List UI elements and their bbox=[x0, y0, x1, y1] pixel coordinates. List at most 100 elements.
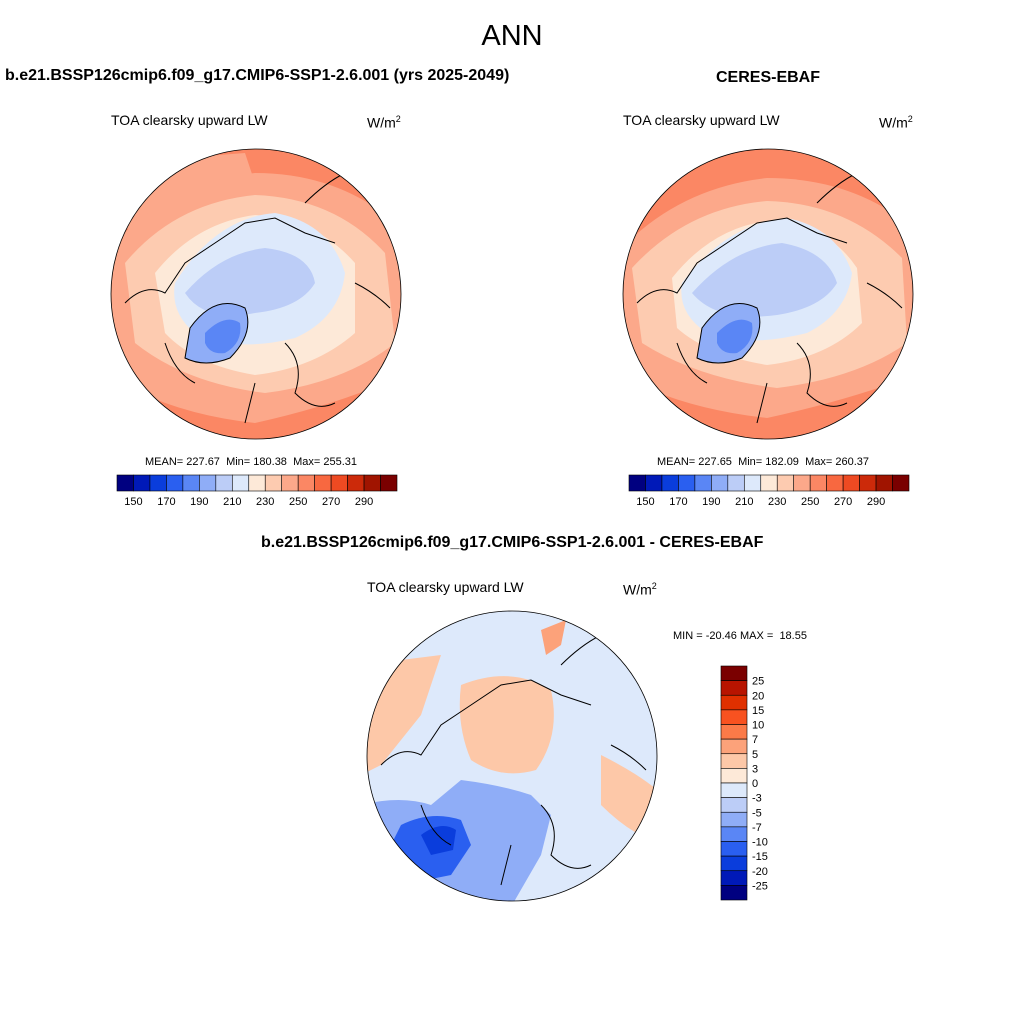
diff-colorbar-swatch bbox=[720, 738, 748, 755]
model-colorbar-swatch bbox=[248, 474, 266, 492]
diff-colorbar-tick: -5 bbox=[752, 807, 762, 819]
obs-colorbar-tick: 250 bbox=[801, 496, 819, 508]
obs-colorbar-tick: 150 bbox=[636, 496, 654, 508]
diff-colorbar-tick: 20 bbox=[752, 690, 764, 702]
model-units-label: W/m2 bbox=[367, 114, 401, 131]
diff-colorbar-swatch bbox=[720, 826, 748, 842]
diff-colorbar-tick: 7 bbox=[752, 734, 758, 746]
obs-colorbar-swatch bbox=[826, 474, 844, 492]
model-panel-title: b.e21.BSSP126cmip6.f09_g17.CMIP6-SSP1-2.… bbox=[5, 67, 510, 84]
model-colorbar-swatch bbox=[199, 474, 217, 492]
diff-colorbar-tick: 10 bbox=[752, 720, 764, 732]
diff-colorbar-tick: -7 bbox=[752, 822, 762, 834]
diff-colorbar-tick: -20 bbox=[752, 866, 768, 878]
obs-colorbar-swatch bbox=[793, 474, 811, 492]
diff-colorbar-tick: -15 bbox=[752, 851, 768, 863]
obs-colorbar-tick: 290 bbox=[867, 496, 885, 508]
obs-colorbar: 150 170 190 210 230 250 270 290 bbox=[628, 474, 910, 508]
obs-map-coastlines bbox=[636, 172, 903, 424]
model-colorbar-swatch bbox=[314, 474, 332, 492]
obs-colorbar-swatch bbox=[743, 474, 762, 492]
obs-colorbar-swatch bbox=[875, 474, 893, 492]
obs-stats: MEAN= 227.65 Min= 182.09 Max= 260.37 bbox=[657, 456, 869, 468]
diff-colorbar-tick: 3 bbox=[752, 763, 758, 775]
obs-colorbar-tick: 190 bbox=[702, 496, 720, 508]
model-variable-label: TOA clearsky upward LW bbox=[111, 112, 268, 128]
model-stats: MEAN= 227.67 Min= 180.38 Max= 255.31 bbox=[145, 456, 357, 468]
diff-colorbar: 25 20 15 10 7 5 3 0 -3 -5 -7 -10 -15 -20 -25 bbox=[720, 665, 768, 901]
obs-variable-label: TOA clearsky upward LW bbox=[623, 112, 780, 128]
model-map-fill-greenland-core bbox=[205, 319, 241, 354]
obs-colorbar-tick: 170 bbox=[669, 496, 687, 508]
model-colorbar-swatch bbox=[297, 474, 315, 492]
diff-colorbar-swatch bbox=[720, 841, 748, 857]
diff-colorbar-swatch bbox=[720, 870, 748, 886]
obs-map-fill-arctic-core bbox=[692, 243, 837, 317]
model-map-fill-arctic-core bbox=[185, 248, 315, 316]
diff-colorbar-swatch bbox=[720, 885, 748, 901]
diff-colorbar-swatch bbox=[720, 694, 748, 711]
model-colorbar-swatch bbox=[264, 474, 283, 492]
model-map-border bbox=[110, 148, 402, 440]
obs-colorbar-swatch bbox=[809, 474, 827, 492]
model-colorbar-swatch bbox=[149, 474, 167, 492]
diff-map-coastlines bbox=[380, 634, 647, 886]
obs-map-border bbox=[622, 148, 914, 440]
obs-colorbar-swatch bbox=[678, 474, 696, 492]
obs-colorbar-swatch bbox=[776, 474, 795, 492]
model-colorbar-tick: 150 bbox=[124, 496, 142, 508]
model-colorbar-swatch bbox=[330, 474, 348, 492]
diff-colorbar-tick: 15 bbox=[752, 705, 764, 717]
diff-units-label: W/m2 bbox=[623, 581, 657, 598]
model-colorbar-swatch bbox=[133, 474, 151, 492]
model-map-coastlines bbox=[124, 172, 391, 424]
model-colorbar-tick: 170 bbox=[157, 496, 175, 508]
model-colorbar-swatch bbox=[116, 474, 134, 492]
diff-variable-label: TOA clearsky upward LW bbox=[367, 579, 524, 595]
diff-colorbar-tick: -25 bbox=[752, 880, 768, 892]
diff-colorbar-tick: -10 bbox=[752, 837, 768, 849]
diff-colorbar-swatch bbox=[720, 753, 748, 769]
diff-colorbar-tick: 25 bbox=[752, 676, 764, 688]
diff-map-fill-patch bbox=[541, 620, 566, 655]
model-colorbar-tick: 210 bbox=[223, 496, 241, 508]
obs-colorbar-swatch bbox=[842, 474, 860, 492]
diff-colorbar-tick: 5 bbox=[752, 749, 758, 761]
obs-colorbar-swatch bbox=[661, 474, 679, 492]
model-colorbar-tick: 290 bbox=[355, 496, 373, 508]
diff-colorbar-swatch bbox=[720, 665, 748, 681]
obs-map bbox=[622, 148, 914, 440]
model-colorbar-tick: 230 bbox=[256, 496, 274, 508]
diff-stats: MIN = -20.46 MAX = 18.55 bbox=[673, 630, 807, 642]
diff-map-border bbox=[366, 610, 658, 902]
obs-colorbar-swatch bbox=[694, 474, 712, 492]
model-colorbar-tick: 270 bbox=[322, 496, 340, 508]
model-colorbar-swatch bbox=[363, 474, 381, 492]
obs-colorbar-swatch bbox=[645, 474, 663, 492]
diff-colorbar-swatch bbox=[720, 855, 748, 872]
model-colorbar-tick: 250 bbox=[289, 496, 307, 508]
model-map bbox=[110, 148, 402, 440]
diff-colorbar-swatch bbox=[720, 724, 748, 740]
diff-map-fill-greenland-core bbox=[421, 826, 456, 855]
obs-map-fill-greenland-core bbox=[717, 319, 753, 354]
model-colorbar-swatch bbox=[215, 474, 233, 492]
model-colorbar: 150 170 190 210 230 250 270 290 bbox=[116, 474, 398, 508]
diff-colorbar-swatch bbox=[720, 680, 748, 696]
diff-panel-title: b.e21.BSSP126cmip6.f09_g17.CMIP6-SSP1-2.… bbox=[261, 534, 764, 551]
model-colorbar-tick: 190 bbox=[190, 496, 208, 508]
diff-colorbar-tick: 0 bbox=[752, 778, 758, 790]
model-colorbar-swatch bbox=[281, 474, 299, 492]
model-colorbar-swatch bbox=[182, 474, 200, 492]
obs-colorbar-tick: 270 bbox=[834, 496, 852, 508]
obs-colorbar-swatch bbox=[859, 474, 877, 492]
obs-panel-title: CERES-EBAF bbox=[716, 69, 821, 86]
obs-colorbar-tick: 210 bbox=[735, 496, 753, 508]
diff-colorbar-swatch bbox=[720, 709, 748, 725]
diff-colorbar-tick: -3 bbox=[752, 793, 762, 805]
obs-colorbar-swatch bbox=[711, 474, 729, 492]
obs-colorbar-swatch bbox=[628, 474, 646, 492]
obs-colorbar-swatch bbox=[727, 474, 745, 492]
model-colorbar-swatch bbox=[380, 474, 398, 492]
diff-colorbar-swatch bbox=[720, 768, 748, 784]
